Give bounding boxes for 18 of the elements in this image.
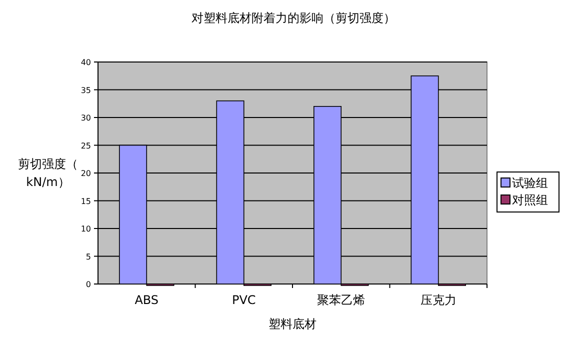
x-tick-label: ABS	[134, 293, 159, 307]
y-tick-label: 25	[80, 141, 91, 150]
y-tick-label: 15	[80, 196, 91, 206]
y-tick-label: 5	[86, 252, 91, 262]
y-tick-label: 0	[86, 280, 91, 289]
x-tick-label: 聚苯乙烯	[317, 293, 366, 307]
y-tick-label: 20	[80, 169, 91, 178]
y-tick-label: 10	[80, 224, 91, 234]
y-tick-label: 40	[80, 58, 91, 67]
y-tick-label: 30	[80, 114, 91, 122]
legend-label: 对照组	[512, 193, 548, 207]
x-tick-label: 压克力	[420, 293, 456, 307]
x-axis-title: 塑料底材	[268, 317, 316, 331]
chart-title: 对塑料底材附着力的影响（剪切强度）	[192, 11, 396, 25]
x-tick-label: PVC	[232, 293, 256, 307]
y-axis-title: 剪切强度（kN/m）	[18, 157, 78, 189]
legend-label: 试验组	[512, 176, 548, 190]
y-tick-label: 35	[80, 86, 91, 95]
